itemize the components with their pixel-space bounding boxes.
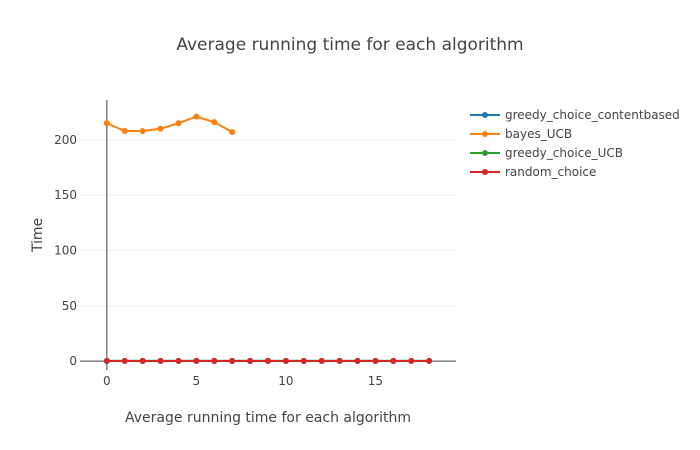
legend-item[interactable]: bayes_UCB	[470, 127, 572, 141]
legend-swatch-marker	[482, 131, 488, 137]
y-tick-label: 200	[54, 133, 77, 147]
data-point[interactable]	[247, 358, 254, 365]
data-point[interactable]	[265, 358, 271, 365]
x-tick-label: 10	[278, 374, 293, 388]
data-point[interactable]	[211, 119, 218, 126]
legend-swatch-marker	[482, 169, 488, 175]
data-point[interactable]	[390, 358, 397, 365]
y-tick-label: 100	[54, 243, 77, 257]
y-tick-label: 150	[54, 188, 77, 202]
y-tick-label: 50	[62, 299, 77, 313]
legend[interactable]: greedy_choice_contentbased bayes_UCBgreed…	[470, 108, 680, 179]
y-tick-label: 0	[69, 354, 77, 368]
data-point[interactable]	[229, 129, 236, 136]
legend-swatch-marker	[482, 112, 488, 118]
data-point[interactable]	[318, 358, 325, 365]
data-point[interactable]	[157, 358, 164, 365]
chart-title: Average running time for each algorithm	[176, 35, 523, 55]
x-axis-title: Average running time for each algorithm	[125, 410, 411, 426]
legend-label: greedy_choice_contentbased	[505, 108, 680, 122]
data-point[interactable]	[193, 358, 200, 365]
data-point[interactable]	[336, 358, 343, 365]
data-point[interactable]	[175, 120, 182, 127]
x-tick-label: 5	[193, 374, 201, 388]
data-point[interactable]	[103, 358, 110, 365]
data-point[interactable]	[193, 113, 200, 120]
y-axis-title: Time	[30, 218, 46, 253]
data-point[interactable]	[175, 358, 182, 365]
legend-label: bayes_UCB	[505, 127, 572, 141]
legend-item[interactable]: random_choice	[470, 165, 596, 179]
data-point[interactable]	[139, 127, 146, 134]
data-point[interactable]	[372, 358, 379, 365]
series	[103, 113, 433, 365]
legend-item[interactable]: greedy_choice_contentbased	[470, 108, 680, 122]
x-tick-label: 15	[368, 374, 383, 388]
legend-swatch-marker	[482, 150, 488, 156]
data-point[interactable]	[282, 358, 289, 365]
tick-labels: 0 50 100 150 200 0 5 10 15	[54, 133, 383, 388]
series-random_choice	[103, 358, 433, 365]
legend-item[interactable]: greedy_choice_UCB	[470, 146, 623, 160]
legend-label: random_choice	[505, 165, 596, 179]
data-point[interactable]	[211, 358, 218, 365]
data-point[interactable]	[103, 120, 110, 127]
data-point[interactable]	[354, 358, 361, 365]
data-point[interactable]	[300, 358, 307, 365]
legend-label: greedy_choice_UCB	[505, 146, 623, 160]
data-point[interactable]	[229, 358, 236, 365]
grid-lines	[80, 139, 456, 307]
series-bayes_UCB	[103, 113, 236, 136]
data-point[interactable]	[139, 358, 146, 365]
data-point[interactable]	[121, 127, 128, 134]
x-tick-label: 0	[103, 374, 111, 388]
data-point[interactable]	[157, 125, 164, 132]
data-point[interactable]	[408, 358, 415, 365]
data-point[interactable]	[426, 358, 433, 365]
data-point[interactable]	[121, 358, 128, 365]
